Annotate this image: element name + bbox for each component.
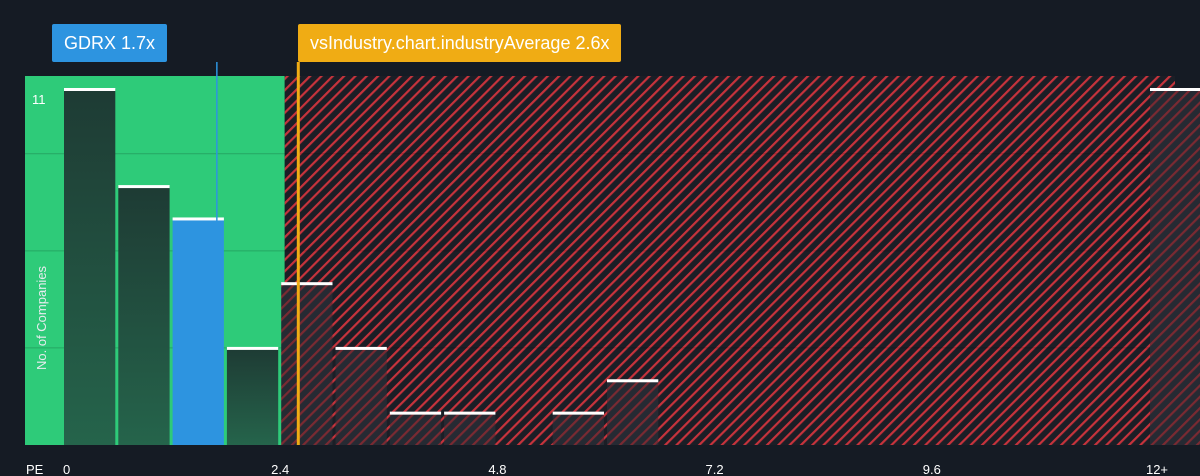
x-axis-ticks: 0 2.4 4.8 7.2 9.6 12+ xyxy=(63,462,1168,476)
x-tick-label: 9.6 xyxy=(923,462,941,476)
x-tick-label: 0 xyxy=(63,462,70,476)
company-callout: GDRX 1.7x xyxy=(52,24,168,62)
overvalued-zone xyxy=(284,76,1176,445)
bar-cap xyxy=(552,411,604,415)
bar xyxy=(389,412,442,445)
y-max-label: 11 xyxy=(32,92,46,107)
bar-cap xyxy=(64,88,116,91)
bars xyxy=(64,88,1200,445)
x-tick-label: 4.8 xyxy=(488,462,506,476)
x-tick-label: 7.2 xyxy=(706,462,724,476)
bar-cap xyxy=(281,282,333,286)
y-axis-label: No. of Companies xyxy=(34,265,49,370)
industry-average-callout: vsIndustry.chart.industryAverage 2.6x xyxy=(298,24,622,62)
bar xyxy=(335,347,387,445)
bar xyxy=(64,89,116,445)
bar-cap xyxy=(172,217,224,221)
bar xyxy=(444,412,496,445)
bar-cap xyxy=(444,411,496,415)
bar xyxy=(1150,89,1200,445)
bar-cap xyxy=(607,379,659,383)
bar xyxy=(118,186,170,445)
bar xyxy=(552,412,604,445)
company-label: GDRX 1.7x xyxy=(64,33,156,53)
bar-cap xyxy=(118,185,170,189)
bar-cap xyxy=(226,346,279,350)
bar xyxy=(226,347,279,445)
x-tick-label: 2.4 xyxy=(271,462,289,476)
x-tick-label: 12+ xyxy=(1146,462,1168,476)
bar xyxy=(281,283,333,445)
bar-cap xyxy=(1150,88,1200,91)
bar-cap xyxy=(335,346,387,350)
bar xyxy=(607,380,659,445)
x-axis-label: PE xyxy=(26,462,44,476)
bar-cap xyxy=(389,411,442,415)
bar-highlight xyxy=(172,218,224,445)
industry-average-label: vsIndustry.chart.industryAverage 2.6x xyxy=(310,33,610,53)
